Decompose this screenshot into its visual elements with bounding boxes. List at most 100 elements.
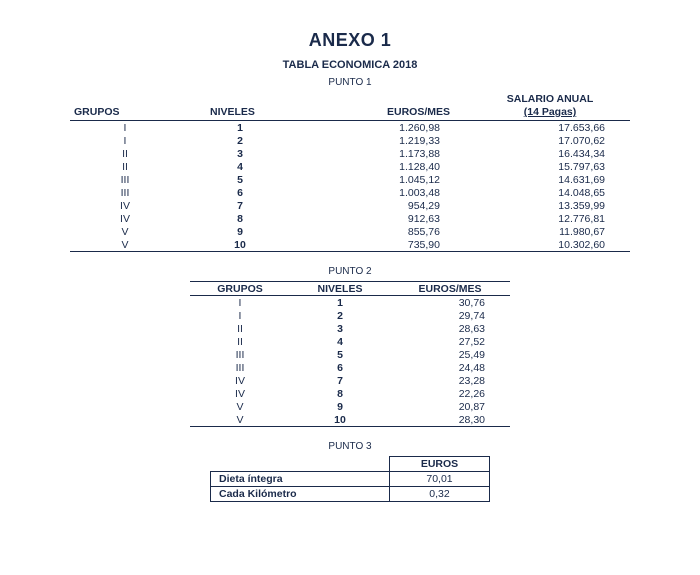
cell-euros: 22,26 <box>390 387 510 400</box>
punto1-col-salario: SALARIO ANUAL <box>507 93 594 105</box>
cell-salario: 16.434,34 <box>470 147 630 160</box>
punto2-col-niveles: NIVELES <box>290 282 390 296</box>
table-row: III525,49 <box>190 348 510 361</box>
cell-euros: 735,90 <box>300 238 470 252</box>
cell-label: Cada Kilómetro <box>211 487 390 502</box>
cell-grupo: II <box>190 322 290 335</box>
cell-grupo: I <box>190 296 290 310</box>
cell-grupo: III <box>70 173 180 186</box>
punto2-table: GRUPOS NIVELES EUROS/MES I130,76I229,74I… <box>190 281 510 427</box>
cell-grupo: IV <box>190 387 290 400</box>
cell-euros: 1.219,33 <box>300 134 470 147</box>
cell-salario: 13.359,99 <box>470 199 630 212</box>
cell-euros: 24,48 <box>390 361 510 374</box>
table-row: III51.045,1214.631,69 <box>70 173 630 186</box>
cell-nivel: 2 <box>290 309 390 322</box>
punto3-heading: PUNTO 3 <box>40 441 660 452</box>
cell-grupo: IV <box>70 199 180 212</box>
cell-grupo: III <box>190 361 290 374</box>
cell-salario: 14.048,65 <box>470 186 630 199</box>
punto1-header: SALARIO ANUAL GRUPOS NIVELES EUROS/MES (… <box>70 92 630 120</box>
cell-euros: 855,76 <box>300 225 470 238</box>
cell-grupo: V <box>70 225 180 238</box>
cell-euros: 1.045,12 <box>300 173 470 186</box>
punto1-table: I11.260,9817.653,66I21.219,3317.070,62II… <box>70 120 630 252</box>
cell-nivel: 5 <box>290 348 390 361</box>
table-row: I21.219,3317.070,62 <box>70 134 630 147</box>
cell-nivel: 3 <box>290 322 390 335</box>
cell-grupo: II <box>70 147 180 160</box>
cell-euros: 28,63 <box>390 322 510 335</box>
table-row: V1028,30 <box>190 413 510 427</box>
punto1-col-niveles: NIVELES <box>180 105 300 120</box>
cell-nivel: 5 <box>180 173 300 186</box>
cell-nivel: 7 <box>180 199 300 212</box>
cell-grupo: III <box>70 186 180 199</box>
table-row: V920,87 <box>190 400 510 413</box>
cell-nivel: 10 <box>290 413 390 427</box>
cell-nivel: 9 <box>290 400 390 413</box>
table-row: I229,74 <box>190 309 510 322</box>
table-row: III624,48 <box>190 361 510 374</box>
table-row: I130,76 <box>190 296 510 310</box>
cell-nivel: 4 <box>290 335 390 348</box>
cell-euros: 954,29 <box>300 199 470 212</box>
table-row: III61.003,4814.048,65 <box>70 186 630 199</box>
cell-salario: 15.797,63 <box>470 160 630 173</box>
cell-euros: 23,28 <box>390 374 510 387</box>
cell-nivel: 10 <box>180 238 300 252</box>
table-row: V9855,7611.980,67 <box>70 225 630 238</box>
cell-grupo: III <box>190 348 290 361</box>
cell-label: Dieta íntegra <box>211 472 390 487</box>
punto2-col-grupos: GRUPOS <box>190 282 290 296</box>
cell-euros: 1.260,98 <box>300 121 470 135</box>
cell-value: 70,01 <box>390 472 490 487</box>
cell-euros: 1.173,88 <box>300 147 470 160</box>
cell-grupo: I <box>70 134 180 147</box>
punto2-col-euros: EUROS/MES <box>390 282 510 296</box>
table-row: I11.260,9817.653,66 <box>70 121 630 135</box>
table-row: II31.173,8816.434,34 <box>70 147 630 160</box>
punto1-col-grupos: GRUPOS <box>70 105 180 120</box>
cell-grupo: I <box>190 309 290 322</box>
cell-salario: 17.070,62 <box>470 134 630 147</box>
cell-nivel: 8 <box>180 212 300 225</box>
cell-salario: 11.980,67 <box>470 225 630 238</box>
cell-nivel: 1 <box>290 296 390 310</box>
cell-euros: 30,76 <box>390 296 510 310</box>
cell-salario: 14.631,69 <box>470 173 630 186</box>
cell-euros: 20,87 <box>390 400 510 413</box>
cell-grupo: V <box>190 400 290 413</box>
cell-nivel: 6 <box>180 186 300 199</box>
cell-nivel: 7 <box>290 374 390 387</box>
cell-nivel: 4 <box>180 160 300 173</box>
punto3-col-euros: EUROS <box>390 457 490 472</box>
cell-grupo: IV <box>190 374 290 387</box>
punto2-heading: PUNTO 2 <box>40 266 660 277</box>
cell-nivel: 6 <box>290 361 390 374</box>
cell-nivel: 2 <box>180 134 300 147</box>
table-row: IV723,28 <box>190 374 510 387</box>
cell-value: 0,32 <box>390 487 490 502</box>
cell-nivel: 9 <box>180 225 300 238</box>
punto1-col-euros: EUROS/MES <box>300 105 470 120</box>
cell-euros: 1.003,48 <box>300 186 470 199</box>
table-row: Cada Kilómetro0,32 <box>211 487 490 502</box>
cell-euros: 1.128,40 <box>300 160 470 173</box>
table-row: II427,52 <box>190 335 510 348</box>
cell-grupo: II <box>70 160 180 173</box>
punto1-heading: PUNTO 1 <box>40 77 660 88</box>
cell-euros: 25,49 <box>390 348 510 361</box>
cell-euros: 27,52 <box>390 335 510 348</box>
cell-nivel: 1 <box>180 121 300 135</box>
punto1-col-pagas: (14 Pagas) <box>524 106 577 118</box>
table-row: II328,63 <box>190 322 510 335</box>
cell-grupo: II <box>190 335 290 348</box>
table-row: V10735,9010.302,60 <box>70 238 630 252</box>
table-row: Dieta íntegra70,01 <box>211 472 490 487</box>
cell-grupo: V <box>190 413 290 427</box>
cell-grupo: V <box>70 238 180 252</box>
cell-euros: 28,30 <box>390 413 510 427</box>
cell-nivel: 8 <box>290 387 390 400</box>
table-row: II41.128,4015.797,63 <box>70 160 630 173</box>
